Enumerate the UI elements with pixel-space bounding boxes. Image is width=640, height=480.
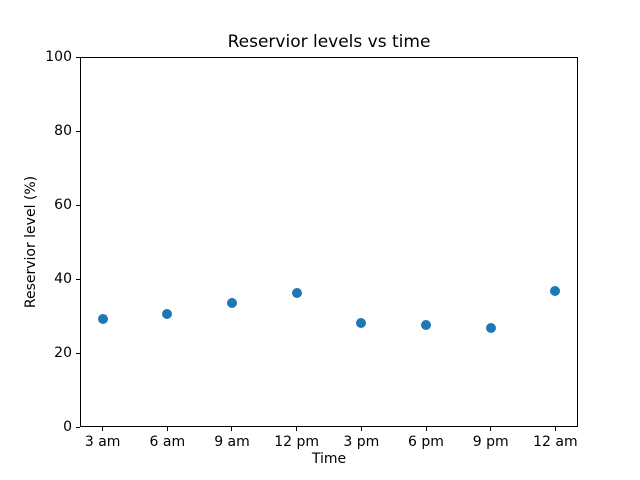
y-axis-label: Reservior level (%) bbox=[23, 175, 39, 309]
y-tick-mark bbox=[76, 204, 80, 206]
y-tick-mark bbox=[76, 426, 80, 428]
y-tick-mark bbox=[76, 352, 80, 354]
y-tick-label: 100 bbox=[45, 49, 72, 65]
data-point bbox=[421, 319, 431, 330]
x-tick-mark bbox=[102, 427, 104, 431]
data-point bbox=[485, 322, 496, 333]
data-point bbox=[162, 309, 173, 320]
x-tick-label: 9 pm bbox=[472, 434, 509, 450]
x-tick-mark bbox=[166, 427, 168, 431]
y-tick-label: 40 bbox=[54, 271, 72, 287]
x-tick-label: 12 am bbox=[533, 434, 578, 450]
x-tick-label: 3 pm bbox=[343, 434, 380, 450]
data-point bbox=[550, 286, 561, 297]
y-tick-label: 60 bbox=[54, 197, 72, 213]
data-point bbox=[226, 297, 237, 308]
x-tick-mark bbox=[360, 427, 362, 431]
x-tick-label: 12 pm bbox=[274, 434, 320, 450]
x-tick-label: 6 am bbox=[149, 434, 186, 450]
y-tick-mark bbox=[76, 278, 80, 280]
plot-area bbox=[80, 57, 578, 427]
x-axis-label: Time bbox=[311, 451, 347, 467]
y-tick-mark bbox=[76, 130, 80, 132]
x-tick-label: 3 am bbox=[84, 434, 121, 450]
y-tick-label: 20 bbox=[54, 345, 72, 361]
x-tick-mark bbox=[231, 427, 233, 431]
x-tick-label: 6 pm bbox=[408, 434, 444, 450]
x-tick-mark bbox=[296, 427, 298, 431]
x-tick-mark bbox=[490, 427, 492, 431]
data-point bbox=[356, 318, 367, 329]
chart-title: Reservior levels vs time bbox=[227, 32, 431, 52]
y-tick-mark bbox=[76, 56, 80, 58]
data-point bbox=[291, 287, 302, 298]
x-tick-mark bbox=[554, 427, 556, 431]
x-tick-mark bbox=[425, 427, 427, 431]
y-tick-label: 80 bbox=[54, 123, 72, 139]
data-point bbox=[97, 313, 108, 324]
x-tick-label: 9 am bbox=[214, 434, 250, 450]
y-tick-label: 0 bbox=[63, 419, 72, 435]
